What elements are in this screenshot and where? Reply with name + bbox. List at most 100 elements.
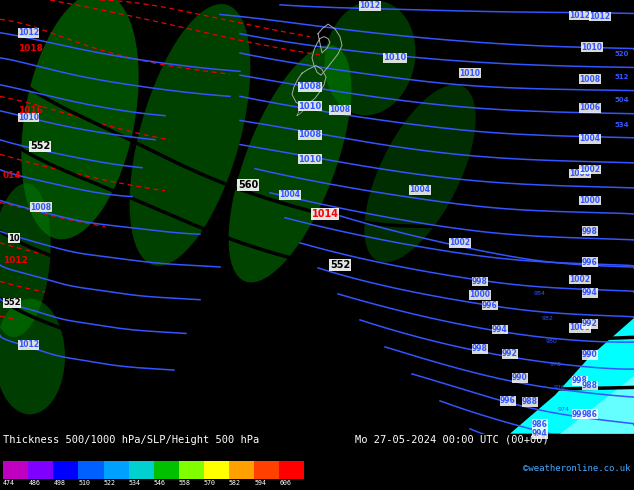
- Text: 992: 992: [582, 319, 598, 328]
- Text: 1002: 1002: [450, 238, 470, 247]
- Ellipse shape: [0, 299, 65, 415]
- Text: 582: 582: [229, 480, 241, 487]
- Text: 1006: 1006: [579, 103, 600, 112]
- Text: 996: 996: [572, 410, 588, 419]
- Text: 552: 552: [3, 298, 21, 308]
- Ellipse shape: [0, 183, 51, 337]
- Text: 976: 976: [554, 385, 566, 390]
- Text: 510: 510: [79, 480, 91, 487]
- Text: 1010: 1010: [384, 53, 406, 62]
- Text: 994: 994: [582, 289, 598, 297]
- Ellipse shape: [22, 0, 139, 239]
- Text: 606: 606: [279, 480, 291, 487]
- Text: 1004: 1004: [410, 185, 430, 195]
- Text: ©weatheronline.co.uk: ©weatheronline.co.uk: [523, 464, 631, 473]
- Bar: [3, 461, 29, 479]
- Text: 996: 996: [500, 396, 516, 405]
- Bar: [103, 461, 129, 479]
- Text: 594: 594: [254, 480, 266, 487]
- Text: 1012: 1012: [3, 256, 28, 265]
- Bar: [279, 461, 304, 479]
- Text: 996: 996: [582, 258, 598, 267]
- Ellipse shape: [229, 45, 351, 282]
- Text: 994: 994: [532, 429, 548, 438]
- Text: 014: 014: [3, 171, 22, 180]
- Text: 1010: 1010: [581, 43, 602, 52]
- Text: 546: 546: [153, 480, 165, 487]
- Text: Thickness 500/1000 hPa/SLP/Height 500 hPa: Thickness 500/1000 hPa/SLP/Height 500 hP…: [3, 435, 259, 445]
- Text: Mo 27-05-2024 00:00 UTC (00+00): Mo 27-05-2024 00:00 UTC (00+00): [355, 435, 549, 445]
- Text: 570: 570: [204, 480, 216, 487]
- Text: 520: 520: [615, 51, 629, 57]
- Text: 512: 512: [615, 74, 629, 80]
- Text: 498: 498: [53, 480, 65, 487]
- Text: 994: 994: [492, 325, 508, 334]
- Bar: [229, 461, 254, 479]
- Bar: [254, 461, 279, 479]
- Text: 1002: 1002: [569, 275, 590, 284]
- Text: 1012: 1012: [18, 28, 39, 37]
- Text: 1012: 1012: [18, 341, 39, 349]
- Text: 984: 984: [534, 292, 546, 296]
- Text: 988: 988: [522, 397, 538, 406]
- Text: 990: 990: [512, 373, 528, 382]
- Polygon shape: [510, 318, 634, 434]
- Text: 982: 982: [542, 316, 554, 320]
- Text: 986: 986: [532, 419, 548, 429]
- Text: 504: 504: [615, 97, 630, 103]
- Polygon shape: [560, 376, 634, 434]
- Text: 1000: 1000: [569, 323, 590, 332]
- Text: 1008: 1008: [299, 130, 321, 140]
- Bar: [79, 461, 103, 479]
- Text: 558: 558: [179, 480, 191, 487]
- Ellipse shape: [365, 85, 476, 262]
- Text: 474: 474: [3, 480, 15, 487]
- Text: 990: 990: [582, 350, 598, 359]
- Text: 534: 534: [129, 480, 141, 487]
- Text: 1008: 1008: [579, 74, 600, 83]
- Bar: [29, 461, 53, 479]
- Text: 988: 988: [582, 381, 598, 390]
- Text: 980: 980: [546, 339, 558, 343]
- Text: 986: 986: [582, 410, 598, 419]
- Text: 1014: 1014: [311, 209, 339, 219]
- Text: 1012: 1012: [359, 1, 380, 10]
- Text: 1000: 1000: [579, 196, 600, 205]
- Text: 1006: 1006: [569, 169, 590, 178]
- Text: 1002: 1002: [579, 165, 600, 174]
- Text: 998: 998: [572, 376, 588, 385]
- Ellipse shape: [129, 4, 250, 266]
- Bar: [153, 461, 179, 479]
- Text: 534: 534: [615, 122, 630, 128]
- Bar: [129, 461, 153, 479]
- Text: 1010: 1010: [299, 101, 321, 111]
- Text: 486: 486: [29, 480, 41, 487]
- Bar: [53, 461, 79, 479]
- Text: 1008: 1008: [330, 105, 351, 114]
- Text: 974: 974: [558, 407, 570, 412]
- Text: 1004: 1004: [579, 134, 600, 143]
- Text: 1008: 1008: [30, 203, 51, 212]
- Text: 998: 998: [472, 277, 488, 286]
- Text: 560: 560: [618, 7, 632, 13]
- Text: 978: 978: [550, 362, 562, 367]
- Text: 1010: 1010: [18, 113, 39, 122]
- Text: 1012: 1012: [569, 11, 590, 20]
- Text: 1012: 1012: [590, 12, 611, 21]
- Text: 560: 560: [238, 180, 258, 190]
- Ellipse shape: [325, 0, 415, 115]
- Text: 998: 998: [472, 344, 488, 353]
- Text: 1010: 1010: [460, 69, 481, 78]
- Text: 1018: 1018: [18, 44, 43, 53]
- Text: 552: 552: [30, 142, 50, 151]
- Text: 1016: 1016: [18, 106, 43, 115]
- Text: 1008: 1008: [299, 82, 321, 91]
- Text: 552: 552: [330, 260, 350, 270]
- Text: 1000: 1000: [470, 291, 491, 299]
- Text: 10: 10: [8, 234, 20, 243]
- Text: 992: 992: [502, 349, 518, 358]
- Text: 522: 522: [103, 480, 115, 487]
- Text: 1004: 1004: [280, 190, 301, 199]
- Text: 1010: 1010: [299, 154, 321, 164]
- Text: 998: 998: [582, 227, 598, 236]
